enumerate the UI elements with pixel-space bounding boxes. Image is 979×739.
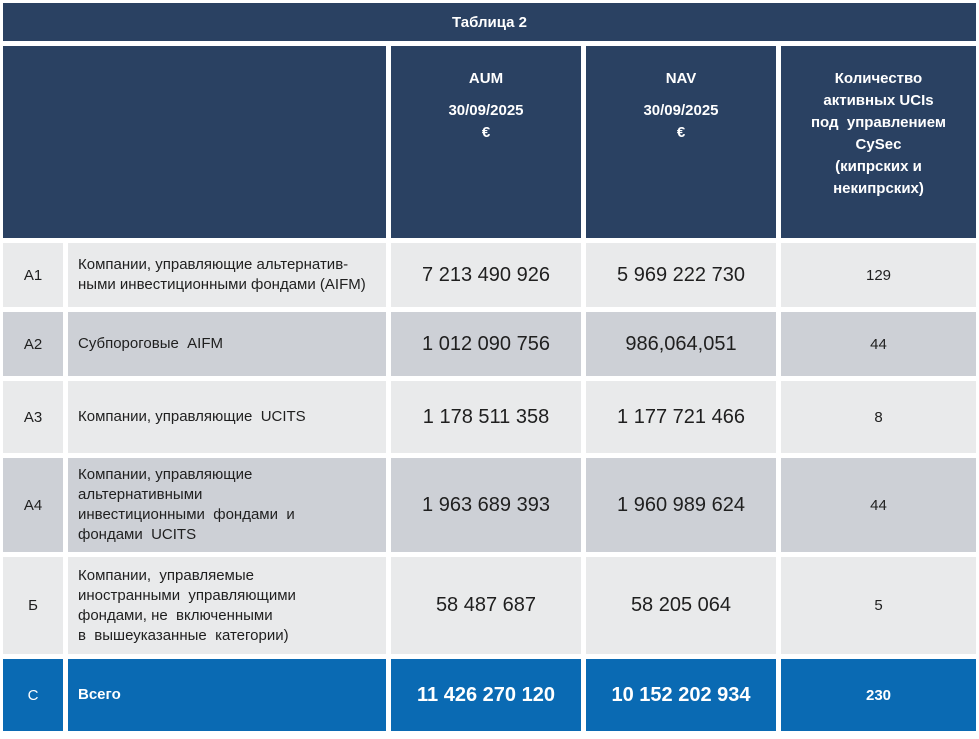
row-uci-count: 8 [781, 381, 976, 453]
row-label: A4 [3, 458, 63, 552]
header-nav-date: 30/09/2025 [643, 102, 719, 119]
row-description: Компании, управляющие альтернативными ин… [68, 458, 386, 552]
header-aum-currency: € [481, 124, 491, 141]
row-nav-value: 986,064,051 [586, 312, 776, 376]
row-uci-count: 129 [781, 243, 976, 307]
total-uci-count: 230 [781, 659, 976, 731]
header-aum: AUM 30/09/2025 € [391, 46, 581, 238]
row-uci-count: 44 [781, 458, 976, 552]
header-uci-count: Количество активных UCIs под управлением… [781, 46, 976, 238]
header-nav-label: NAV [665, 70, 697, 87]
row-aum-value: 7 213 490 926 [391, 243, 581, 307]
total-row-label: C [3, 659, 63, 731]
row-nav-value: 5 969 222 730 [586, 243, 776, 307]
table-title-bar: Таблица 2 [3, 3, 976, 41]
total-nav-value: 10 152 202 934 [586, 659, 776, 731]
row-label: Б [3, 557, 63, 654]
header-nav: NAV 30/09/2025 € [586, 46, 776, 238]
row-nav-value: 1 177 721 466 [586, 381, 776, 453]
header-aum-date: 30/09/2025 [448, 102, 524, 119]
row-label: A3 [3, 381, 63, 453]
row-uci-count: 5 [781, 557, 976, 654]
header-aum-label: AUM [468, 70, 504, 87]
header-nav-currency: € [676, 124, 686, 141]
header-empty-cell [3, 46, 386, 238]
row-uci-count: 44 [781, 312, 976, 376]
row-description: Компании, управляемые иностранными управ… [68, 557, 386, 654]
row-nav-value: 58 205 064 [586, 557, 776, 654]
row-aum-value: 1 012 090 756 [391, 312, 581, 376]
row-label: A2 [3, 312, 63, 376]
row-nav-value: 1 960 989 624 [586, 458, 776, 552]
total-row-description: Всего [68, 659, 386, 731]
row-description: Компании, управляющие UCITS [68, 381, 386, 453]
row-description: Субпороговые AIFM [68, 312, 386, 376]
row-label: A1 [3, 243, 63, 307]
row-description: Компании, управляющие альтернатив- ными … [68, 243, 386, 307]
data-table: AUM 30/09/2025 € NAV 30/09/2025 € Количе… [3, 46, 976, 731]
total-aum-value: 11 426 270 120 [391, 659, 581, 731]
row-aum-value: 1 178 511 358 [391, 381, 581, 453]
header-uci-count-label: Количество активных UCIs под управлением… [810, 70, 946, 197]
table-title: Таблица 2 [451, 13, 528, 31]
row-aum-value: 58 487 687 [391, 557, 581, 654]
row-aum-value: 1 963 689 393 [391, 458, 581, 552]
